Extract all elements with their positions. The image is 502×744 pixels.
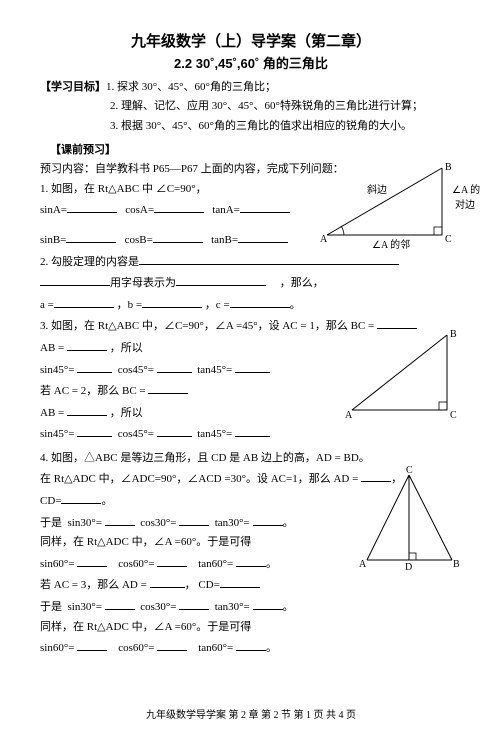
diagram-1: A B C 斜边 ∠A 的 对边 ∠A 的邻	[312, 160, 482, 255]
row-60b: sin60°= cos60°= tan60°= 。	[40, 638, 462, 658]
row-45b: sin45°= cos45°= tan45°=	[40, 424, 462, 444]
svg-text:C: C	[445, 234, 452, 245]
svg-text:B: B	[453, 559, 460, 570]
svg-text:∠A 的邻: ∠A 的邻	[372, 238, 410, 251]
svg-text:C: C	[406, 465, 413, 476]
svg-text:A: A	[359, 559, 367, 570]
obj-3: 3. 根据 30°、45°、60°角的三角比的值求出相应的锐角的大小。	[40, 118, 462, 136]
diagram-2: A B C	[342, 325, 472, 425]
same-60b: 同样，在 Rt△ADC 中，∠A =60°。于是可得	[40, 619, 462, 637]
obj-2: 2. 理解、记忆、应用 30°、45°、60°特殊锐角的三角比进行计算；	[40, 98, 462, 116]
svg-text:A: A	[345, 410, 353, 421]
diagram-3: A B C D	[357, 465, 467, 575]
main-title: 九年级数学（上）导学案（第二章）	[40, 30, 462, 54]
svg-text:D: D	[405, 562, 412, 573]
svg-text:斜边: 斜边	[367, 183, 387, 196]
obj-1: 1. 探求 30°、45°、60°角的三角比；	[106, 81, 276, 93]
svg-text:B: B	[450, 329, 457, 340]
if-ac3: 若 AC = 3，那么 AD = ， CD=	[40, 575, 462, 595]
svg-text:对边: 对边	[455, 198, 475, 211]
row-30b: 于是 sin30°= cos30°= tan30°= 。	[40, 597, 462, 617]
svg-text:C: C	[450, 410, 457, 421]
q2b: 用字母表示为 ，那么，	[40, 273, 462, 293]
preview-label: 【课前预习】	[50, 142, 462, 160]
objectives-block: 【学习目标】1. 探求 30°、45°、60°角的三角比；	[40, 79, 462, 97]
objectives-label: 【学习目标】	[40, 81, 106, 93]
svg-text:∠A 的: ∠A 的	[452, 183, 480, 196]
svg-text:B: B	[445, 162, 452, 173]
page-footer: 九年级数学导学案 第 2 章 第 2 节 第 1 页 共 4 页	[40, 708, 462, 724]
abc-row: a = ，b = ，c =。	[40, 295, 462, 315]
sub-title: 2.2 30˚,45˚,60˚ 角的三角比	[40, 54, 462, 75]
svg-text:A: A	[320, 234, 328, 245]
